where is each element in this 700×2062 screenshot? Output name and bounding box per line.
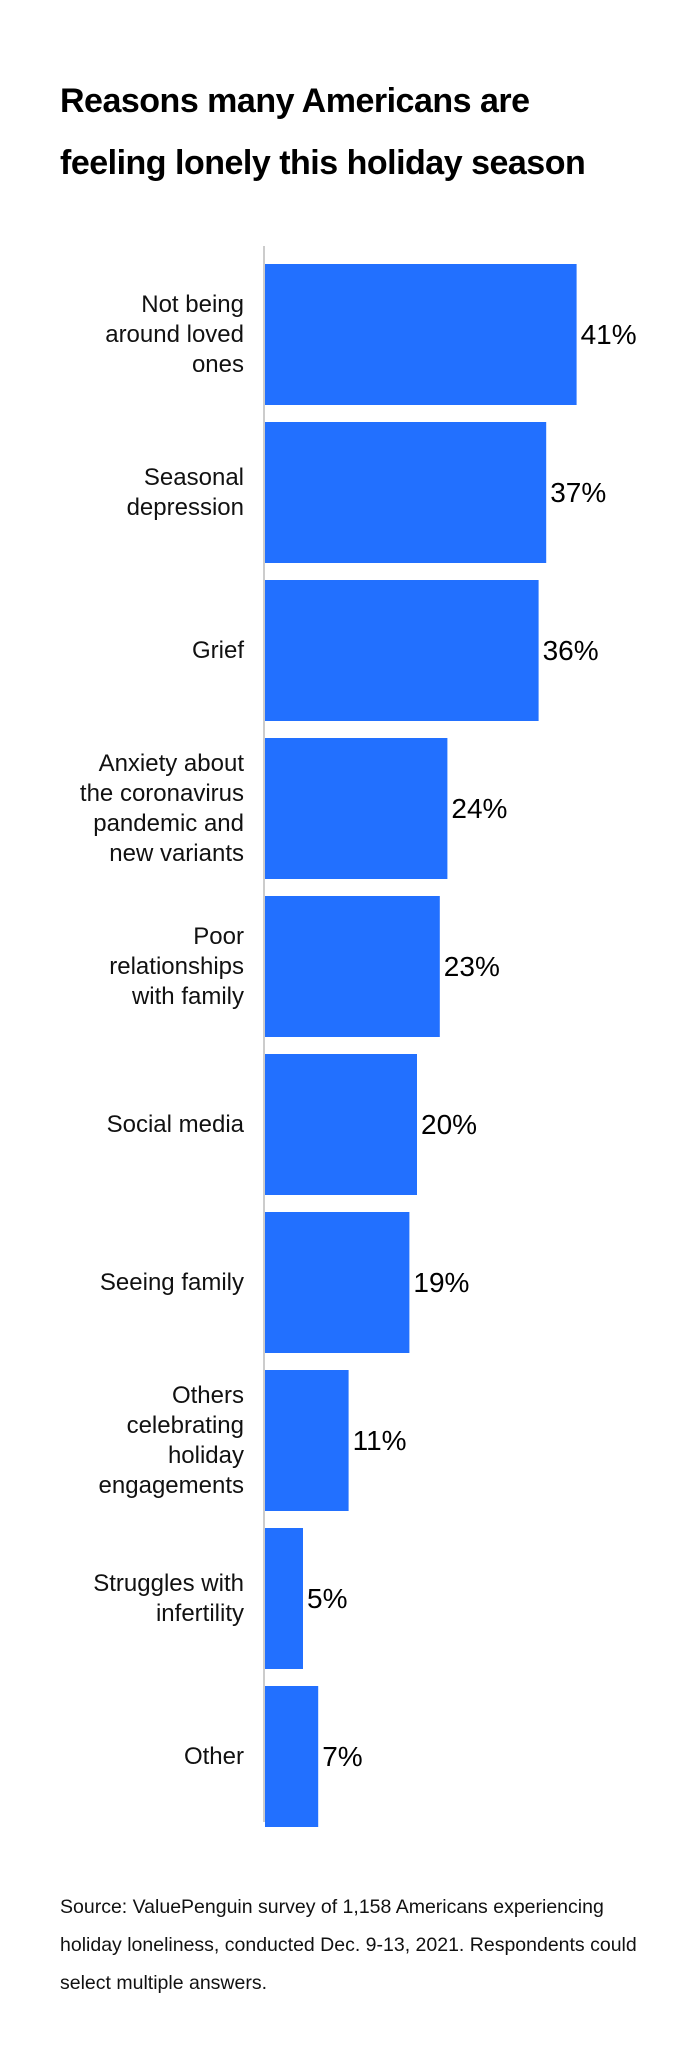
category-label-line: Not being (141, 291, 244, 318)
bar-value-label: 19% (413, 1267, 469, 1298)
bar-chart: 41% Not being around loved ones 37% Seasonal d… (80, 246, 637, 1827)
bar-value-label: 37% (550, 477, 606, 508)
bar (265, 422, 547, 563)
category-label-line: Other (184, 1743, 244, 1770)
bar (265, 896, 440, 1037)
bars-group: 41% Not being around loved ones 37% Seasonal d… (80, 264, 637, 1827)
category-label: Social media (107, 1111, 245, 1138)
chart-title: Reasons many Americans are feeling lonel… (60, 70, 660, 194)
category-label: Poor relationships with family (109, 923, 244, 1010)
bar (265, 580, 539, 721)
category-label: Other (184, 1743, 244, 1770)
category-label: Seeing family (100, 1269, 244, 1296)
category-label: Anxiety about the coronavirus pandemic and… (80, 750, 244, 867)
category-label-line: infertility (156, 1600, 244, 1627)
category-label: Others celebrating holiday engagements (99, 1382, 244, 1499)
category-label-line: the coronavirus (80, 780, 244, 807)
category-label-line: holiday (168, 1442, 244, 1469)
category-label-line: Anxiety about (99, 750, 245, 777)
chart-title-line-1: Reasons many Americans are (60, 82, 530, 120)
bar-value-label: 36% (543, 635, 599, 666)
category-label: Grief (192, 637, 244, 664)
bar (265, 264, 577, 405)
bar-value-label: 23% (444, 951, 500, 982)
category-label-line: with family (131, 983, 244, 1010)
category-label-line: Others (172, 1382, 244, 1409)
bar-value-label: 7% (322, 1741, 362, 1772)
bar (265, 1686, 319, 1827)
category-label-line: Struggles with (93, 1570, 244, 1597)
category-label-line: Grief (192, 637, 244, 664)
bar-value-label: 5% (307, 1583, 347, 1614)
bar-value-label: 24% (451, 793, 507, 824)
category-label-line: engagements (99, 1472, 244, 1499)
category-label: Not being around loved ones (105, 291, 244, 378)
category-label-line: Social media (107, 1111, 245, 1138)
category-label-line: relationships (109, 953, 244, 980)
category-label-line: around loved (105, 321, 244, 348)
bar (265, 1054, 417, 1195)
category-label-line: depression (127, 494, 244, 521)
bar (265, 1212, 410, 1353)
bar (265, 1370, 349, 1511)
category-label-line: Poor (193, 923, 244, 950)
category-label-line: pandemic and (93, 810, 244, 837)
chart-title-line-2: feeling lonely this holiday season (60, 144, 586, 182)
bar-value-label: 11% (353, 1425, 407, 1456)
bar-value-label: 20% (421, 1109, 477, 1140)
bar (265, 738, 448, 879)
category-label: Seasonal depression (127, 464, 244, 521)
category-label-line: Seasonal (144, 464, 244, 491)
category-label-line: new variants (109, 840, 244, 867)
bar (265, 1528, 303, 1669)
category-label-line: ones (192, 351, 244, 378)
category-label-line: celebrating (127, 1412, 244, 1439)
bar-value-label: 41% (581, 319, 637, 350)
category-label-line: Seeing family (100, 1269, 244, 1296)
category-label: Struggles with infertility (93, 1570, 244, 1627)
source-note: Source: ValuePenguin survey of 1,158 Ame… (60, 1896, 637, 1994)
